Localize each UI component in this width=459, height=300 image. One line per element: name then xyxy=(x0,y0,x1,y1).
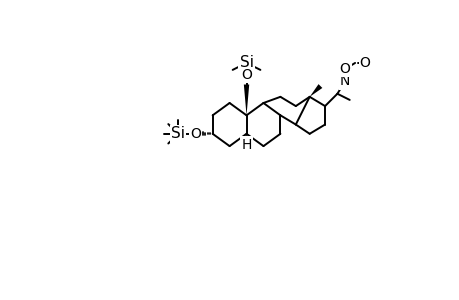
Text: O: O xyxy=(359,56,370,70)
Text: N: N xyxy=(339,74,349,88)
Polygon shape xyxy=(243,85,249,115)
Text: O: O xyxy=(339,62,350,76)
Polygon shape xyxy=(309,84,322,97)
Text: Si: Si xyxy=(171,126,185,141)
Text: H: H xyxy=(241,138,251,152)
Text: O: O xyxy=(190,127,201,141)
Text: O: O xyxy=(241,68,252,82)
Text: Si: Si xyxy=(239,56,253,70)
